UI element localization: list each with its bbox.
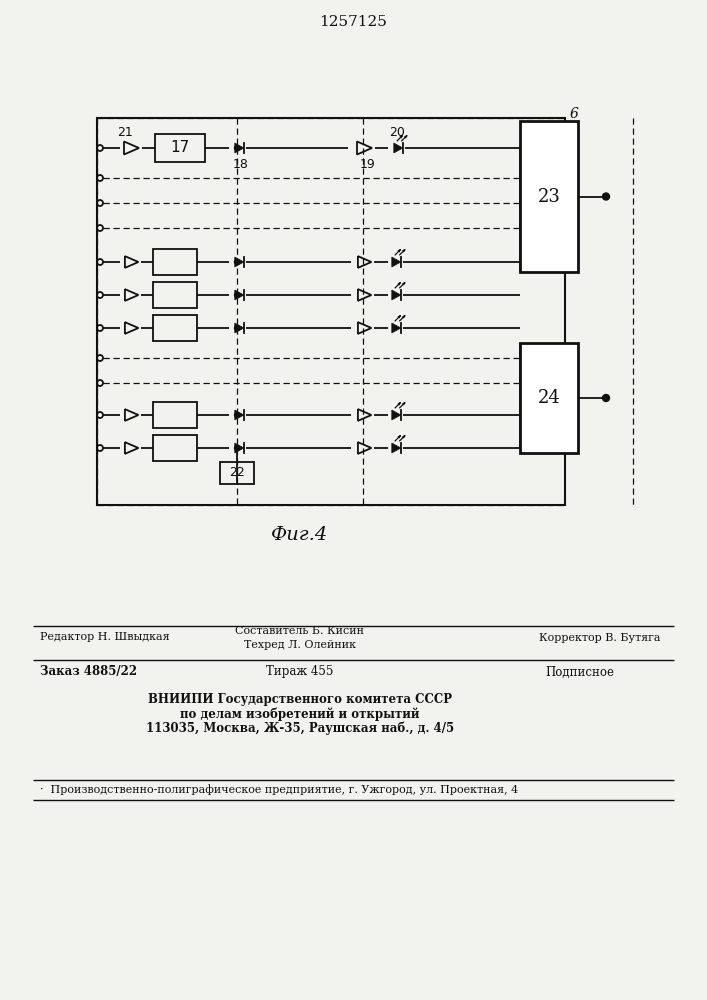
Text: 18: 18: [233, 158, 249, 172]
Circle shape: [235, 326, 240, 330]
Text: Редактор Н. Швыдкая: Редактор Н. Швыдкая: [40, 632, 170, 642]
Text: Фиг.4: Фиг.4: [271, 526, 329, 544]
Text: 1257125: 1257125: [319, 15, 387, 29]
Bar: [220, 462, 254, 484]
Bar: [520, 343, 578, 453]
Polygon shape: [392, 290, 401, 300]
Text: Техред Л. Олейник: Техред Л. Олейник: [244, 640, 356, 650]
Circle shape: [235, 259, 240, 264]
Text: 21: 21: [117, 126, 133, 139]
Polygon shape: [235, 143, 244, 153]
Text: 22: 22: [229, 466, 245, 480]
Text: 24: 24: [537, 389, 561, 407]
Bar: [97, 118, 565, 505]
Circle shape: [235, 446, 240, 450]
Text: 113035, Москва, Ж-35, Раушская наб., д. 4/5: 113035, Москва, Ж-35, Раушская наб., д. …: [146, 721, 454, 735]
Polygon shape: [392, 323, 401, 333]
Polygon shape: [235, 290, 244, 300]
Text: ·  Производственно-полиграфическое предприятие, г. Ужгород, ул. Проектная, 4: · Производственно-полиграфическое предпр…: [40, 785, 518, 795]
Text: Составитель Б. Кисин: Составитель Б. Кисин: [235, 626, 365, 636]
Text: 19: 19: [360, 158, 376, 172]
Circle shape: [235, 292, 240, 298]
Text: Заказ 4885/22: Заказ 4885/22: [40, 666, 137, 678]
Text: по делам изобретений и открытий: по делам изобретений и открытий: [180, 707, 420, 721]
Circle shape: [602, 193, 609, 200]
Circle shape: [235, 412, 240, 418]
Circle shape: [235, 145, 240, 150]
Bar: [153, 249, 197, 275]
Bar: [153, 282, 197, 308]
Bar: [153, 435, 197, 461]
Text: Корректор В. Бутяга: Корректор В. Бутяга: [539, 633, 661, 643]
Bar: [153, 315, 197, 341]
Polygon shape: [235, 443, 244, 453]
Polygon shape: [394, 143, 403, 153]
Polygon shape: [392, 257, 401, 267]
Text: 17: 17: [170, 140, 189, 155]
Bar: [153, 402, 197, 428]
Bar: [155, 134, 205, 162]
Polygon shape: [235, 410, 244, 420]
Polygon shape: [392, 410, 401, 420]
Polygon shape: [235, 257, 244, 267]
Text: ВНИИПИ Государственного комитета СССР: ВНИИПИ Государственного комитета СССР: [148, 694, 452, 706]
Text: Тираж 455: Тираж 455: [267, 666, 334, 678]
Circle shape: [602, 394, 609, 401]
Text: 6: 6: [570, 107, 578, 121]
Polygon shape: [235, 323, 244, 333]
Bar: [520, 121, 578, 272]
Text: Подписное: Подписное: [546, 666, 614, 678]
Text: 23: 23: [537, 188, 561, 206]
Polygon shape: [392, 443, 401, 453]
Text: 20: 20: [389, 125, 405, 138]
